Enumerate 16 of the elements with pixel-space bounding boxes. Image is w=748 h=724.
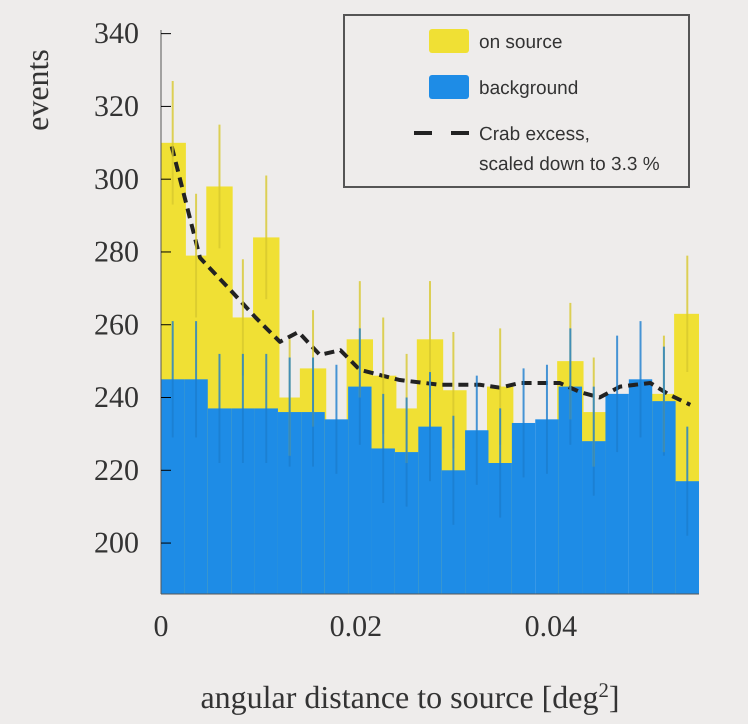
y-tick-label: 240 (94, 381, 139, 414)
legend-label: on source (479, 32, 562, 53)
x-tick-label: 0 (154, 610, 168, 643)
y-tick-label: 220 (94, 454, 139, 487)
y-axis-title: events (19, 49, 55, 131)
y-tick-label: 320 (94, 90, 139, 124)
y-tick-label: 300 (94, 162, 139, 196)
y-tick-label: 340 (94, 17, 139, 50)
y-tick-label: 260 (94, 308, 139, 342)
y-tick-label: 280 (94, 236, 139, 269)
x-tick-label: 0.04 (524, 610, 578, 643)
legend-label: background (479, 78, 578, 99)
y-tick-label: 200 (94, 526, 139, 560)
legend-label: Crab excess, scaled down to 3.3 % (479, 124, 660, 175)
x-axis-title: angular distance to source [deg$^{2}$] (200, 678, 620, 715)
x-tick-label: 0.02 (330, 610, 382, 643)
